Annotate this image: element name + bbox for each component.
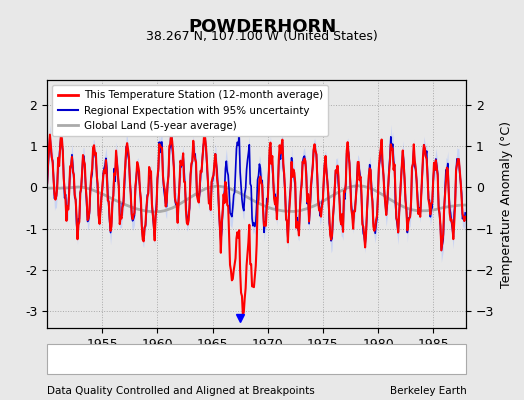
- Y-axis label: Temperature Anomaly (°C): Temperature Anomaly (°C): [500, 120, 513, 288]
- Text: 38.267 N, 107.100 W (United States): 38.267 N, 107.100 W (United States): [146, 30, 378, 43]
- Legend: Station Move, Record Gap, Time of Obs. Change, Empirical Break: Station Move, Record Gap, Time of Obs. C…: [48, 351, 466, 369]
- Legend: This Temperature Station (12-month average), Regional Expectation with 95% uncer: This Temperature Station (12-month avera…: [52, 85, 328, 136]
- Text: Berkeley Earth: Berkeley Earth: [390, 386, 466, 396]
- Text: POWDERHORN: POWDERHORN: [188, 18, 336, 36]
- Text: Data Quality Controlled and Aligned at Breakpoints: Data Quality Controlled and Aligned at B…: [47, 386, 315, 396]
